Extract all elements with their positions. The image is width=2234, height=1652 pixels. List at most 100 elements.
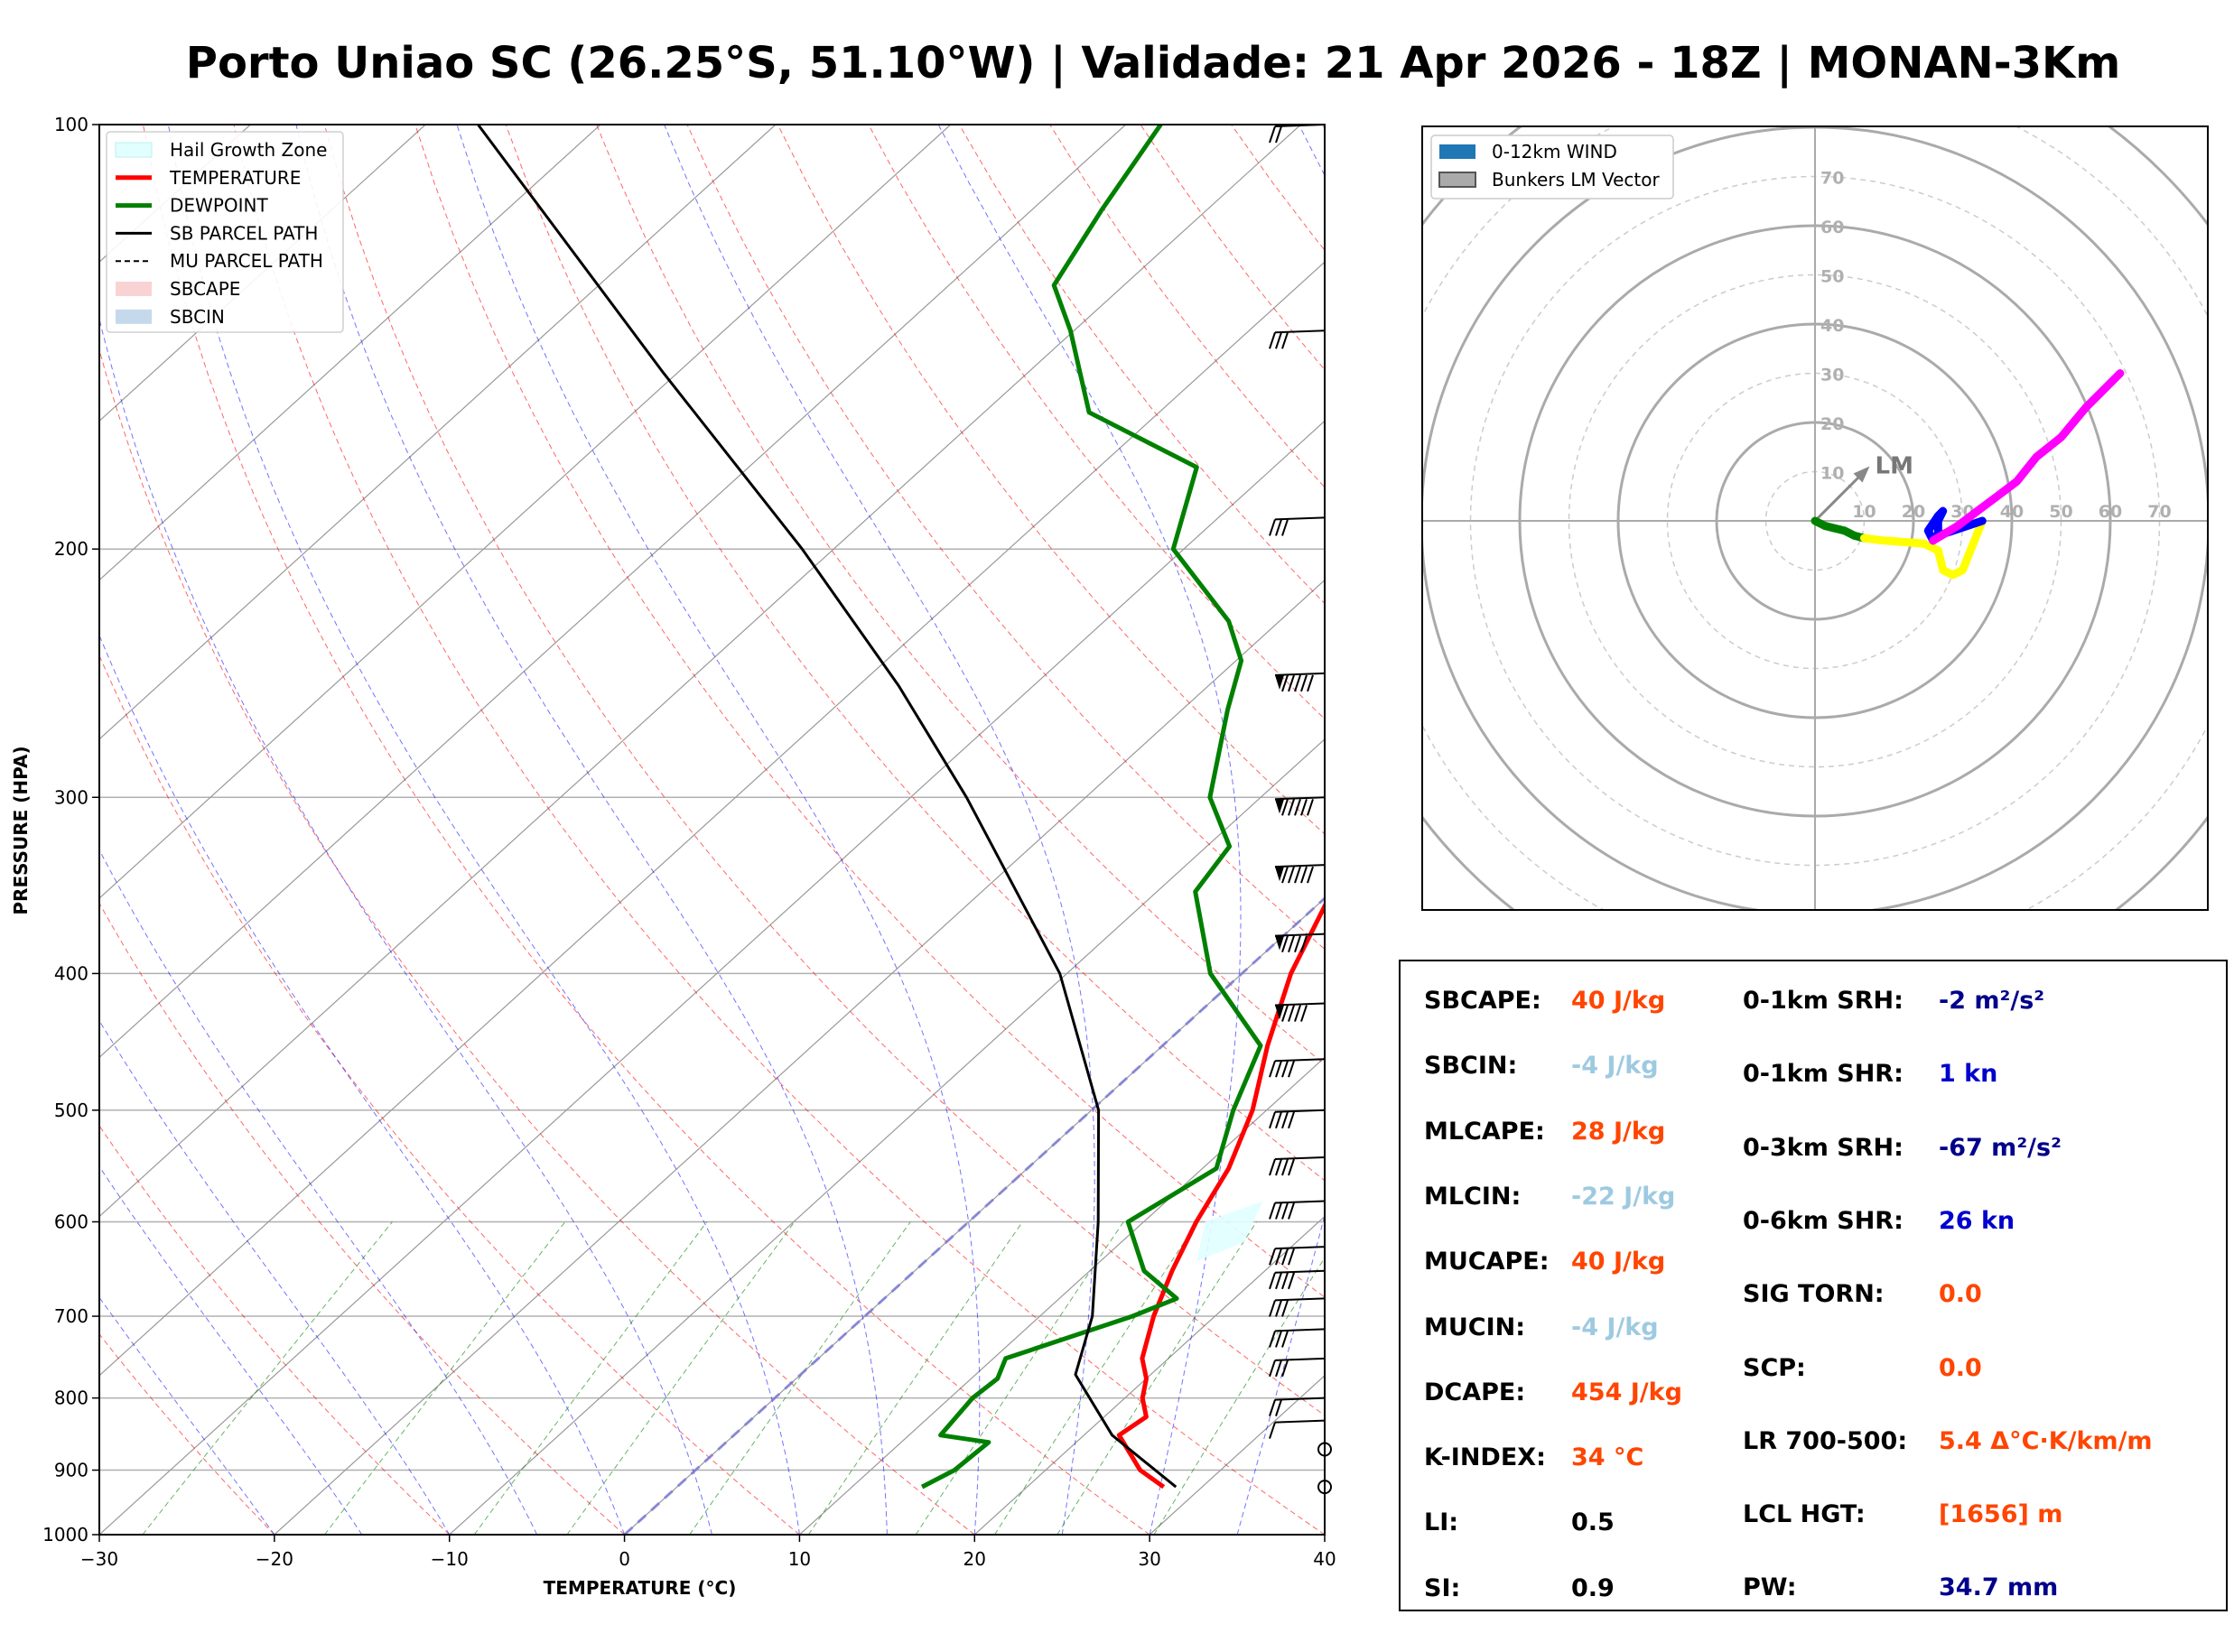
wind-barb [1274, 672, 1326, 692]
barb-feather [1288, 1060, 1295, 1078]
barb-staff [1274, 516, 1326, 521]
isotherm-line [99, 261, 1325, 1377]
index-value: 454 J/kg [1571, 1378, 1682, 1406]
dry-adiabat [99, 654, 800, 1535]
hodo-segment [1860, 516, 1987, 580]
y-tick-label: 500 [54, 1100, 88, 1121]
legend-label: Hail Growth Zone [170, 139, 327, 161]
barb-staff [1274, 864, 1326, 868]
moist-adiabat [167, 125, 800, 1535]
barb-feather [1281, 1272, 1289, 1290]
legend-label: SBCIN [170, 306, 225, 328]
mixing-ratio-line [994, 1221, 1198, 1535]
moist-adiabat [99, 634, 626, 1535]
index-value: 28 J/kg [1571, 1117, 1666, 1146]
barb-feather [1269, 519, 1276, 536]
barb-feather [1294, 1005, 1301, 1022]
mixing-ratio-line [142, 1221, 393, 1535]
legend-label: MU PARCEL PATH [170, 250, 323, 272]
legend-label: SBCAPE [170, 278, 240, 300]
barb-feather [1281, 935, 1289, 952]
barb-feather [1288, 674, 1295, 692]
barb-feather [1275, 1272, 1282, 1290]
barb-flag [1275, 935, 1284, 951]
indices-panel [1399, 960, 2228, 1611]
hodo-legend-swatch [1438, 172, 1476, 188]
hodo-ring-label: 10 [1820, 464, 1844, 484]
barb-feather [1294, 866, 1301, 884]
barb-feather [1294, 674, 1301, 692]
wind-barb [1269, 1269, 1326, 1290]
barb-staff [1274, 796, 1326, 801]
wind-barb [1269, 1328, 1326, 1348]
x-tick-label: 20 [963, 1548, 986, 1570]
barb-staff [1274, 1269, 1326, 1274]
lm-vector [1813, 470, 1866, 523]
barb-feather [1307, 674, 1314, 692]
freezing-isotherm [623, 896, 1325, 1535]
dry-adiabat [233, 125, 1325, 1535]
wind-barb [1274, 1002, 1326, 1022]
index-label: LCL HGT: [1743, 1500, 1866, 1529]
index-label: MUCAPE: [1424, 1248, 1550, 1276]
barb-feather [1281, 331, 1289, 349]
legend-box [106, 131, 344, 333]
barb-feather [1281, 674, 1289, 692]
lm-label: LM [1876, 453, 1913, 480]
y-tick-label: 700 [54, 1305, 88, 1327]
isotherm-line [99, 125, 601, 581]
index-value: 26 kn [1939, 1206, 2015, 1235]
barb-feather [1288, 1005, 1295, 1022]
dry-adiabat [99, 1333, 275, 1535]
wind-barb [1269, 1419, 1326, 1439]
dry-adiabat [99, 1125, 451, 1535]
wind-barb [1269, 1109, 1326, 1129]
barb-feather [1275, 1158, 1282, 1176]
moist-adiabat [1236, 125, 1325, 1535]
barb-flag [1275, 1005, 1284, 1020]
hodo-ring-label: 20 [1820, 414, 1844, 434]
hodo-ring-label: 50 [2049, 502, 2072, 522]
barb-feather [1275, 1300, 1282, 1317]
barb-staff [1274, 1397, 1326, 1401]
wind-barb [1269, 1397, 1326, 1416]
y-tick-label: 1000 [42, 1524, 88, 1545]
barb-feather [1307, 866, 1314, 884]
wind-barb [1269, 1246, 1326, 1266]
hodo-ring-label: 70 [2147, 502, 2171, 522]
lm-arrowhead [1853, 466, 1870, 483]
barb-feather [1288, 1248, 1295, 1266]
wind-barb [1317, 1480, 1332, 1495]
index-value: 40 J/kg [1571, 1248, 1666, 1276]
barb-staff [1274, 933, 1326, 937]
barb-feather [1281, 1158, 1289, 1176]
moist-adiabat [99, 1019, 451, 1535]
barb-feather [1281, 866, 1289, 884]
legend-swatch [116, 309, 152, 324]
skewt-frame [98, 124, 1326, 1536]
barb-feather [1300, 866, 1308, 884]
index-value: 5.4 Δ°C·K/km/m [1939, 1426, 2153, 1455]
barb-feather [1288, 798, 1295, 816]
barb-feather [1300, 798, 1308, 816]
index-label: SCP: [1743, 1353, 1806, 1382]
barb-staff [1274, 1297, 1326, 1302]
index-label: 0-3km SRH: [1743, 1133, 1904, 1162]
index-label: MLCIN: [1424, 1182, 1522, 1211]
barb-feather [1269, 1422, 1276, 1439]
barb-feather [1288, 866, 1295, 884]
legend-label: TEMPERATURE [169, 167, 301, 189]
wind-barb [1269, 329, 1326, 349]
barb-feather [1269, 1060, 1276, 1078]
index-label: 0-6km SHR: [1743, 1206, 1904, 1235]
hodo-legend-box [1430, 135, 1674, 200]
y-tick-label: 300 [54, 786, 88, 808]
barb-flag [1275, 799, 1284, 814]
wind-barb [1274, 864, 1326, 884]
barb-feather [1307, 798, 1314, 816]
barb-staff [1274, 1200, 1326, 1204]
isotherm-line [973, 1215, 1325, 1535]
barb-feather [1294, 935, 1301, 952]
index-label: SBCIN: [1424, 1052, 1518, 1081]
